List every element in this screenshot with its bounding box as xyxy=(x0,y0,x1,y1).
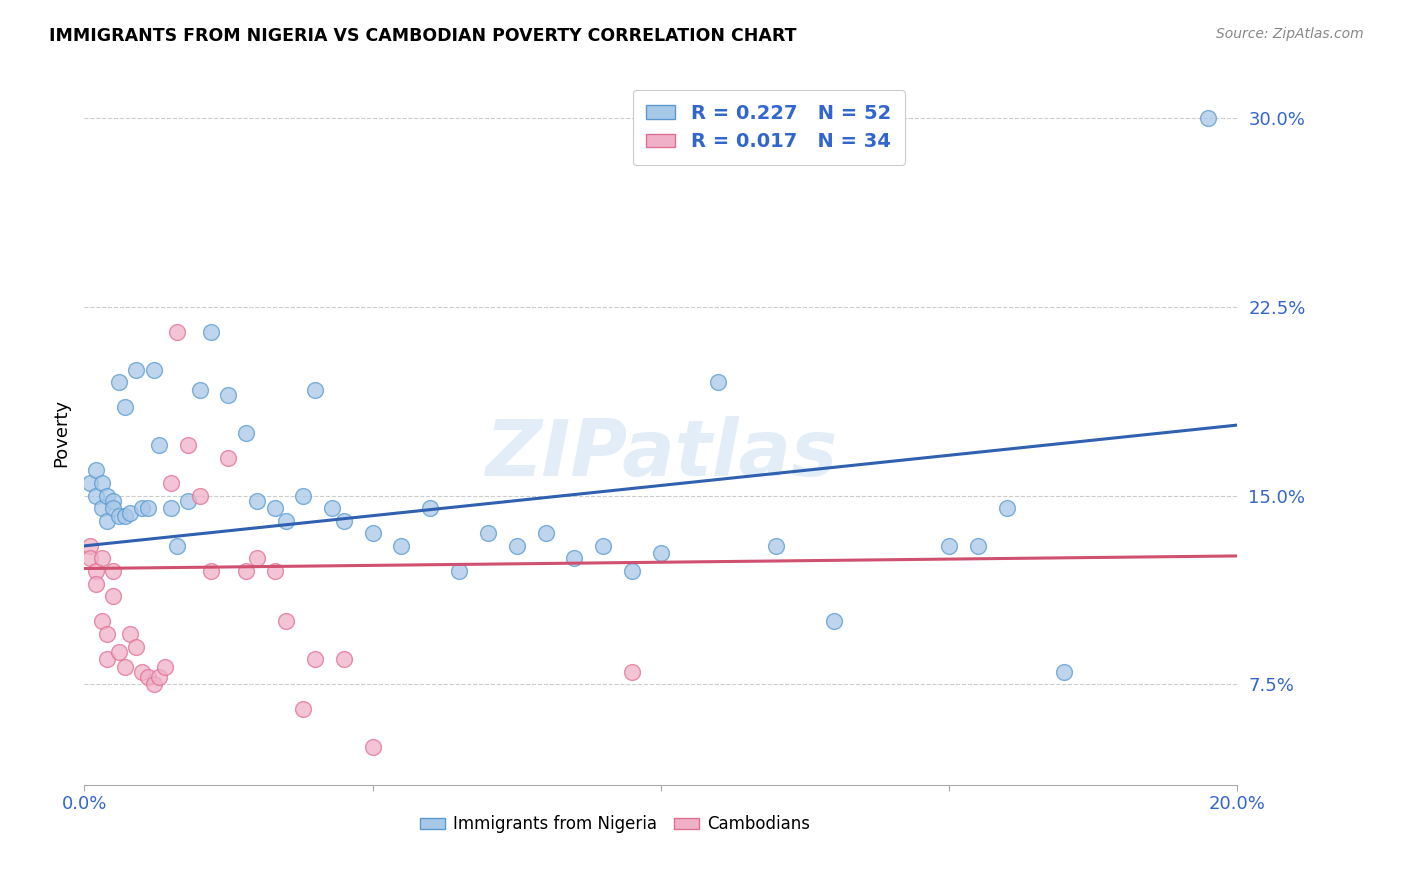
Point xyxy=(90,615,112,629)
Point xyxy=(200,325,222,339)
Point xyxy=(166,539,188,553)
Point xyxy=(103,493,124,508)
Point xyxy=(419,501,441,516)
Point xyxy=(333,514,356,528)
Point xyxy=(506,539,529,553)
Point xyxy=(321,501,343,516)
Legend: Immigrants from Nigeria, Cambodians: Immigrants from Nigeria, Cambodians xyxy=(413,809,817,840)
Point xyxy=(148,438,170,452)
Point xyxy=(108,644,131,658)
Point xyxy=(142,362,165,376)
Point xyxy=(765,539,787,553)
Point xyxy=(621,665,644,679)
Point xyxy=(477,526,499,541)
Point xyxy=(79,475,101,490)
Point xyxy=(84,564,107,578)
Point xyxy=(263,501,285,516)
Point xyxy=(79,551,101,566)
Point xyxy=(361,740,384,755)
Point xyxy=(96,652,118,666)
Point xyxy=(1198,111,1220,125)
Point xyxy=(391,539,413,553)
Point xyxy=(246,551,269,566)
Point xyxy=(276,514,298,528)
Y-axis label: Poverty: Poverty xyxy=(52,399,70,467)
Point xyxy=(153,659,176,673)
Point xyxy=(84,489,107,503)
Point xyxy=(84,576,107,591)
Point xyxy=(218,450,240,465)
Point xyxy=(967,539,990,553)
Point xyxy=(120,506,142,520)
Point xyxy=(361,526,384,541)
Text: ZIPatlas: ZIPatlas xyxy=(485,416,837,491)
Point xyxy=(84,463,107,477)
Point xyxy=(125,640,148,654)
Point xyxy=(621,564,644,578)
Point xyxy=(292,489,315,503)
Point xyxy=(592,539,614,553)
Point xyxy=(160,501,183,516)
Point xyxy=(90,551,112,566)
Text: Source: ZipAtlas.com: Source: ZipAtlas.com xyxy=(1216,27,1364,41)
Point xyxy=(707,376,730,390)
Point xyxy=(218,388,240,402)
Point xyxy=(333,652,356,666)
Point xyxy=(160,475,183,490)
Point xyxy=(114,401,136,415)
Point xyxy=(200,564,222,578)
Point xyxy=(650,546,672,560)
Point xyxy=(235,425,257,440)
Point xyxy=(114,508,136,523)
Point xyxy=(188,383,211,397)
Point xyxy=(823,615,845,629)
Point xyxy=(131,665,153,679)
Point xyxy=(177,493,200,508)
Point xyxy=(103,589,124,603)
Point xyxy=(449,564,471,578)
Point xyxy=(142,677,165,691)
Point xyxy=(90,501,112,516)
Point xyxy=(995,501,1018,516)
Point xyxy=(136,501,159,516)
Point xyxy=(120,627,142,641)
Point xyxy=(534,526,557,541)
Point xyxy=(131,501,153,516)
Point xyxy=(246,493,269,508)
Point xyxy=(125,362,148,376)
Point xyxy=(276,615,298,629)
Point xyxy=(304,652,326,666)
Point xyxy=(103,564,124,578)
Point xyxy=(114,659,136,673)
Point xyxy=(188,489,211,503)
Point xyxy=(96,489,118,503)
Point xyxy=(96,514,118,528)
Point xyxy=(263,564,285,578)
Point xyxy=(938,539,960,553)
Point xyxy=(90,475,112,490)
Point xyxy=(96,627,118,641)
Point xyxy=(304,383,326,397)
Point xyxy=(564,551,586,566)
Point xyxy=(292,702,315,716)
Point xyxy=(166,325,188,339)
Point xyxy=(177,438,200,452)
Point xyxy=(148,670,170,684)
Point xyxy=(108,508,131,523)
Point xyxy=(103,501,124,516)
Text: IMMIGRANTS FROM NIGERIA VS CAMBODIAN POVERTY CORRELATION CHART: IMMIGRANTS FROM NIGERIA VS CAMBODIAN POV… xyxy=(49,27,797,45)
Point xyxy=(235,564,257,578)
Point xyxy=(1053,665,1076,679)
Point xyxy=(79,539,101,553)
Point xyxy=(136,670,159,684)
Point xyxy=(108,376,131,390)
